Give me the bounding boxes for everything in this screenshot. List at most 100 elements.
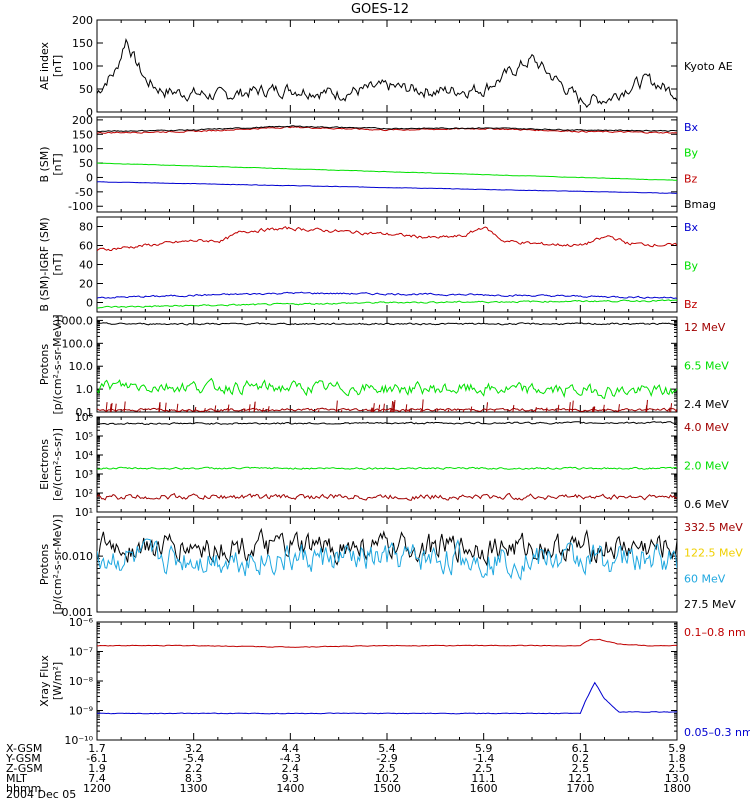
legend-label: 332.5 MeV (684, 521, 743, 534)
legend-label: 122.5 MeV (684, 547, 743, 560)
panel-ae: 0 50 100 150 200 AE index[nT] Kyoto AE (38, 14, 733, 119)
spike-12mev (392, 401, 395, 412)
y-axis-label-line: Electrons (38, 439, 51, 490)
footer-cell: 1500 (373, 782, 401, 795)
legend-label: Bz (684, 172, 698, 185)
footer-cell: 1.8 (668, 752, 686, 765)
spike-12mev (591, 407, 594, 412)
y-tick-label: 10⁻⁹ (69, 705, 93, 718)
legend-label: 4.0 MeV (684, 421, 729, 434)
y-axis-label-line: [W/m²] (51, 662, 64, 700)
panel-frame (96, 516, 678, 613)
series-line-2-0-mev (97, 466, 677, 470)
y-tick-label: 10² (75, 487, 93, 500)
footer-cell: 6.1 (572, 742, 590, 755)
series-line-0-05-0-3-nm (97, 681, 677, 715)
spike-12mev (593, 406, 596, 412)
legend-label: 2.4 MeV (684, 398, 729, 411)
legend-label: Bx (684, 121, 699, 134)
y-tick-label: 0 (86, 297, 93, 310)
spike-12mev (493, 409, 496, 412)
footer-cell: -2.9 (376, 752, 397, 765)
y-tick-label: 10⁻⁷ (69, 646, 93, 659)
legend-label: By (684, 147, 699, 160)
y-tick-label: 0.010 (62, 550, 94, 563)
spike-12mev (568, 402, 571, 412)
spike-12mev (557, 404, 560, 412)
spike-12mev (164, 402, 167, 412)
series-group (97, 638, 677, 715)
y-tick-label: 200 (72, 114, 93, 127)
panel-bdiff: 0 20 40 60 80 B (SM)-IGRF (SM)[nT] Bx By Bz (38, 216, 699, 313)
y-tick-label: 100 (72, 143, 93, 156)
footer-cell: 5.9 (668, 742, 686, 755)
footer-cell: -1.4 (473, 752, 494, 765)
panel-frame (96, 316, 678, 413)
spike-12mev (462, 409, 465, 412)
footer-cell: 0.2 (572, 752, 590, 765)
y-tick-label: 150 (72, 37, 93, 50)
panel-protons_hi: 0.11.010.0100.01000.0Protons[p/(cm²-s-sr… (38, 314, 729, 419)
y-tick-label: 1000.0 (55, 314, 94, 327)
footer-cell: 8.3 (185, 772, 203, 785)
series-line-27-5-mev (97, 527, 677, 567)
series-line-0-6-mev (97, 421, 677, 426)
spike-12mev (670, 403, 673, 412)
footer-row-label: X-GSM (6, 742, 42, 755)
legend-label: 2.0 MeV (684, 460, 729, 473)
footer-cell: -4.3 (280, 752, 301, 765)
footer-cell: 1600 (470, 782, 498, 795)
footer-cell: 2.4 (282, 762, 300, 775)
y-tick-label: 0.1 (76, 406, 94, 419)
series-line-by (97, 299, 677, 309)
footer-cell: 3.2 (185, 742, 203, 755)
footer-cell: 1.7 (88, 742, 106, 755)
footer-cell: 13.0 (665, 772, 690, 785)
spike-12mev (123, 401, 126, 412)
y-tick-label: 0 (86, 171, 93, 184)
spike-12mev (267, 406, 270, 412)
series-group (97, 125, 677, 194)
spike-12mev (571, 400, 574, 412)
spike-12mev (227, 404, 230, 412)
spike-12mev (114, 403, 117, 412)
legend-label: 0.1–0.8 nm (684, 626, 746, 639)
y-tick-label: 60 (79, 240, 93, 253)
legend-label: 60 MeV (684, 572, 726, 585)
spike-12mev (253, 401, 256, 412)
footer-cell: 1.9 (88, 762, 106, 775)
y-tick-label: 10⁻⁸ (69, 675, 94, 688)
y-tick-label: -50 (75, 186, 93, 199)
y-tick-label: 10⁻¹⁰ (64, 734, 93, 747)
y-tick-label: 100 (72, 60, 93, 73)
series-line-kyoto-ae (97, 38, 677, 108)
spike-12mev (370, 407, 373, 412)
legend-label: Bz (684, 298, 698, 311)
spike-12mev (645, 404, 648, 412)
y-axis-label: Xray Flux[W/m²] (38, 655, 64, 707)
y-axis-label-line: B (SM)-IGRF (SM) (38, 217, 51, 311)
y-axis-label-line: B (SM) (38, 146, 51, 182)
spike-12mev (675, 409, 677, 412)
legend-label: 0.6 MeV (684, 498, 729, 511)
y-tick-label: 0.001 (62, 606, 94, 619)
footer-cell: 1300 (180, 782, 208, 795)
spike-12mev (447, 409, 450, 412)
series-line-bx (97, 181, 677, 194)
spike-12mev (158, 402, 161, 412)
y-tick-label: 10⁻⁶ (69, 616, 94, 629)
y-axis-label-line: [nT] (51, 153, 64, 175)
legend-label: Bx (684, 221, 699, 234)
y-tick-label: 100.0 (62, 337, 94, 350)
spike-12mev (317, 409, 320, 412)
y-axis-label-line: [e/(cm²-s-sr)] (51, 428, 64, 501)
series-line-60-mev (97, 538, 677, 581)
y-tick-label: 50 (79, 83, 93, 96)
spike-12mev (592, 406, 595, 412)
spike-12mev (668, 407, 671, 412)
footer-cell: 4.4 (282, 742, 300, 755)
spike-12mev (582, 409, 585, 412)
legend-label: 27.5 MeV (684, 598, 736, 611)
y-tick-label: 20 (79, 278, 93, 291)
